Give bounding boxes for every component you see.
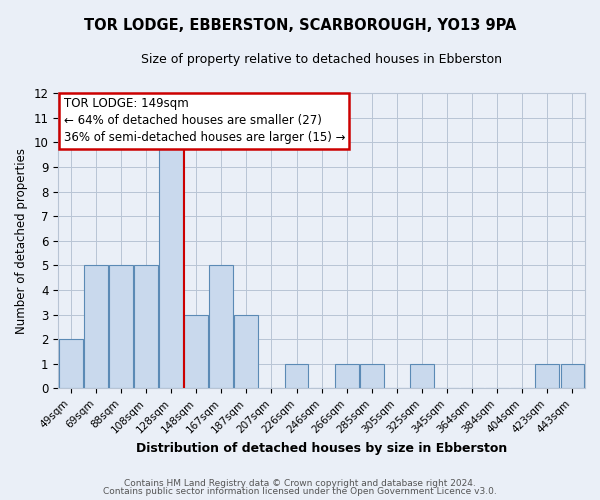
Bar: [235, 314, 259, 388]
Bar: [134, 266, 158, 388]
X-axis label: Distribution of detached houses by size in Ebberston: Distribution of detached houses by size …: [136, 442, 507, 455]
Y-axis label: Number of detached properties: Number of detached properties: [15, 148, 28, 334]
Bar: [284, 364, 308, 388]
Bar: [109, 266, 133, 388]
Bar: [159, 142, 183, 388]
Text: Contains public sector information licensed under the Open Government Licence v3: Contains public sector information licen…: [103, 487, 497, 496]
Bar: [360, 364, 384, 388]
Bar: [410, 364, 434, 388]
Bar: [209, 266, 233, 388]
Text: TOR LODGE: 149sqm
← 64% of detached houses are smaller (27)
36% of semi-detached: TOR LODGE: 149sqm ← 64% of detached hous…: [64, 98, 345, 144]
Bar: [335, 364, 359, 388]
Title: Size of property relative to detached houses in Ebberston: Size of property relative to detached ho…: [141, 52, 502, 66]
Bar: [59, 339, 83, 388]
Text: TOR LODGE, EBBERSTON, SCARBOROUGH, YO13 9PA: TOR LODGE, EBBERSTON, SCARBOROUGH, YO13 …: [84, 18, 516, 32]
Bar: [535, 364, 559, 388]
Bar: [184, 314, 208, 388]
Text: Contains HM Land Registry data © Crown copyright and database right 2024.: Contains HM Land Registry data © Crown c…: [124, 478, 476, 488]
Bar: [84, 266, 108, 388]
Bar: [560, 364, 584, 388]
